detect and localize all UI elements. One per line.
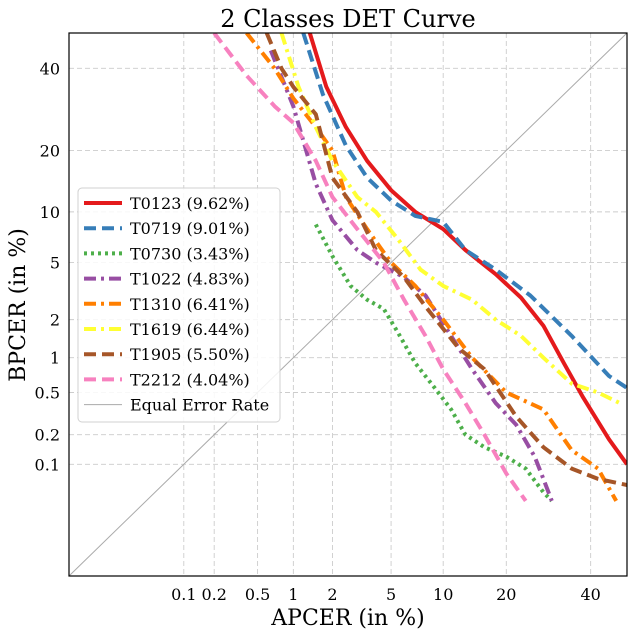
x-tick-label-7: 20 (496, 585, 516, 604)
legend-label-3: T1022 (4.83%) (130, 270, 250, 289)
y-tick-label-8: 40 (40, 59, 60, 78)
x-tick-label-8: 40 (580, 585, 600, 604)
x-tick-label-5: 5 (386, 585, 396, 604)
legend-label-5: T1619 (6.44%) (130, 320, 250, 339)
plot-frame (68, 32, 628, 577)
y-axis-label: BPCER (in %) (6, 228, 31, 382)
x-tick-label-6: 10 (433, 585, 453, 604)
x-axis-ticks: 0.1 0.2 0.5 1 2 5 10 20 40 (171, 585, 601, 604)
series-line-t0730 (314, 223, 554, 503)
x-tick-label-1: 0.2 (201, 585, 226, 604)
legend-label-6: T1905 (5.50%) (130, 345, 250, 364)
series-line-t1022 (268, 49, 554, 502)
equal-error-rate-diagonal (68, 32, 628, 577)
det-curves (212, 33, 627, 503)
x-tick-label-0: 0.1 (171, 585, 196, 604)
legend: T0123 (9.62%) T0719 (9.01%) T0730 (3.43%) T… (77, 187, 281, 423)
chart-title: 2 Classes DET Curve (220, 5, 475, 33)
equal-error-rate-line (68, 32, 628, 577)
legend-label-1: T0719 (9.01%) (130, 219, 250, 238)
y-axis-ticks: 0.1 0.2 0.5 1 2 5 10 20 40 (35, 59, 60, 474)
x-tick-label-4: 2 (327, 585, 337, 604)
y-tick-label-7: 20 (40, 141, 60, 160)
legend-box (77, 187, 281, 423)
series-line-t0719 (301, 33, 627, 390)
legend-label-7: T2212 (4.04%) (130, 370, 250, 389)
series-line-t1905 (264, 33, 627, 487)
series-line-t0123 (307, 33, 627, 466)
x-tick-label-2: 0.5 (245, 585, 270, 604)
y-tick-label-2: 0.5 (35, 384, 60, 403)
legend-label-4: T1310 (6.41%) (130, 295, 250, 314)
series-line-t1310 (245, 33, 618, 502)
y-tick-label-5: 5 (50, 254, 60, 273)
y-tick-label-0: 0.1 (35, 455, 60, 474)
series-line-t2212 (212, 33, 528, 503)
x-axis-label: APCER (in %) (270, 606, 424, 631)
y-tick-label-1: 0.2 (35, 426, 60, 445)
legend-label-eer: Equal Error Rate (130, 396, 269, 415)
x-tick-label-3: 1 (288, 585, 298, 604)
y-tick-label-3: 1 (50, 349, 60, 368)
legend-label-2: T0730 (3.43%) (130, 244, 250, 263)
legend-label-0: T0123 (9.62%) (130, 194, 250, 213)
y-tick-label-6: 10 (40, 203, 60, 222)
y-tick-label-4: 2 (50, 311, 60, 330)
